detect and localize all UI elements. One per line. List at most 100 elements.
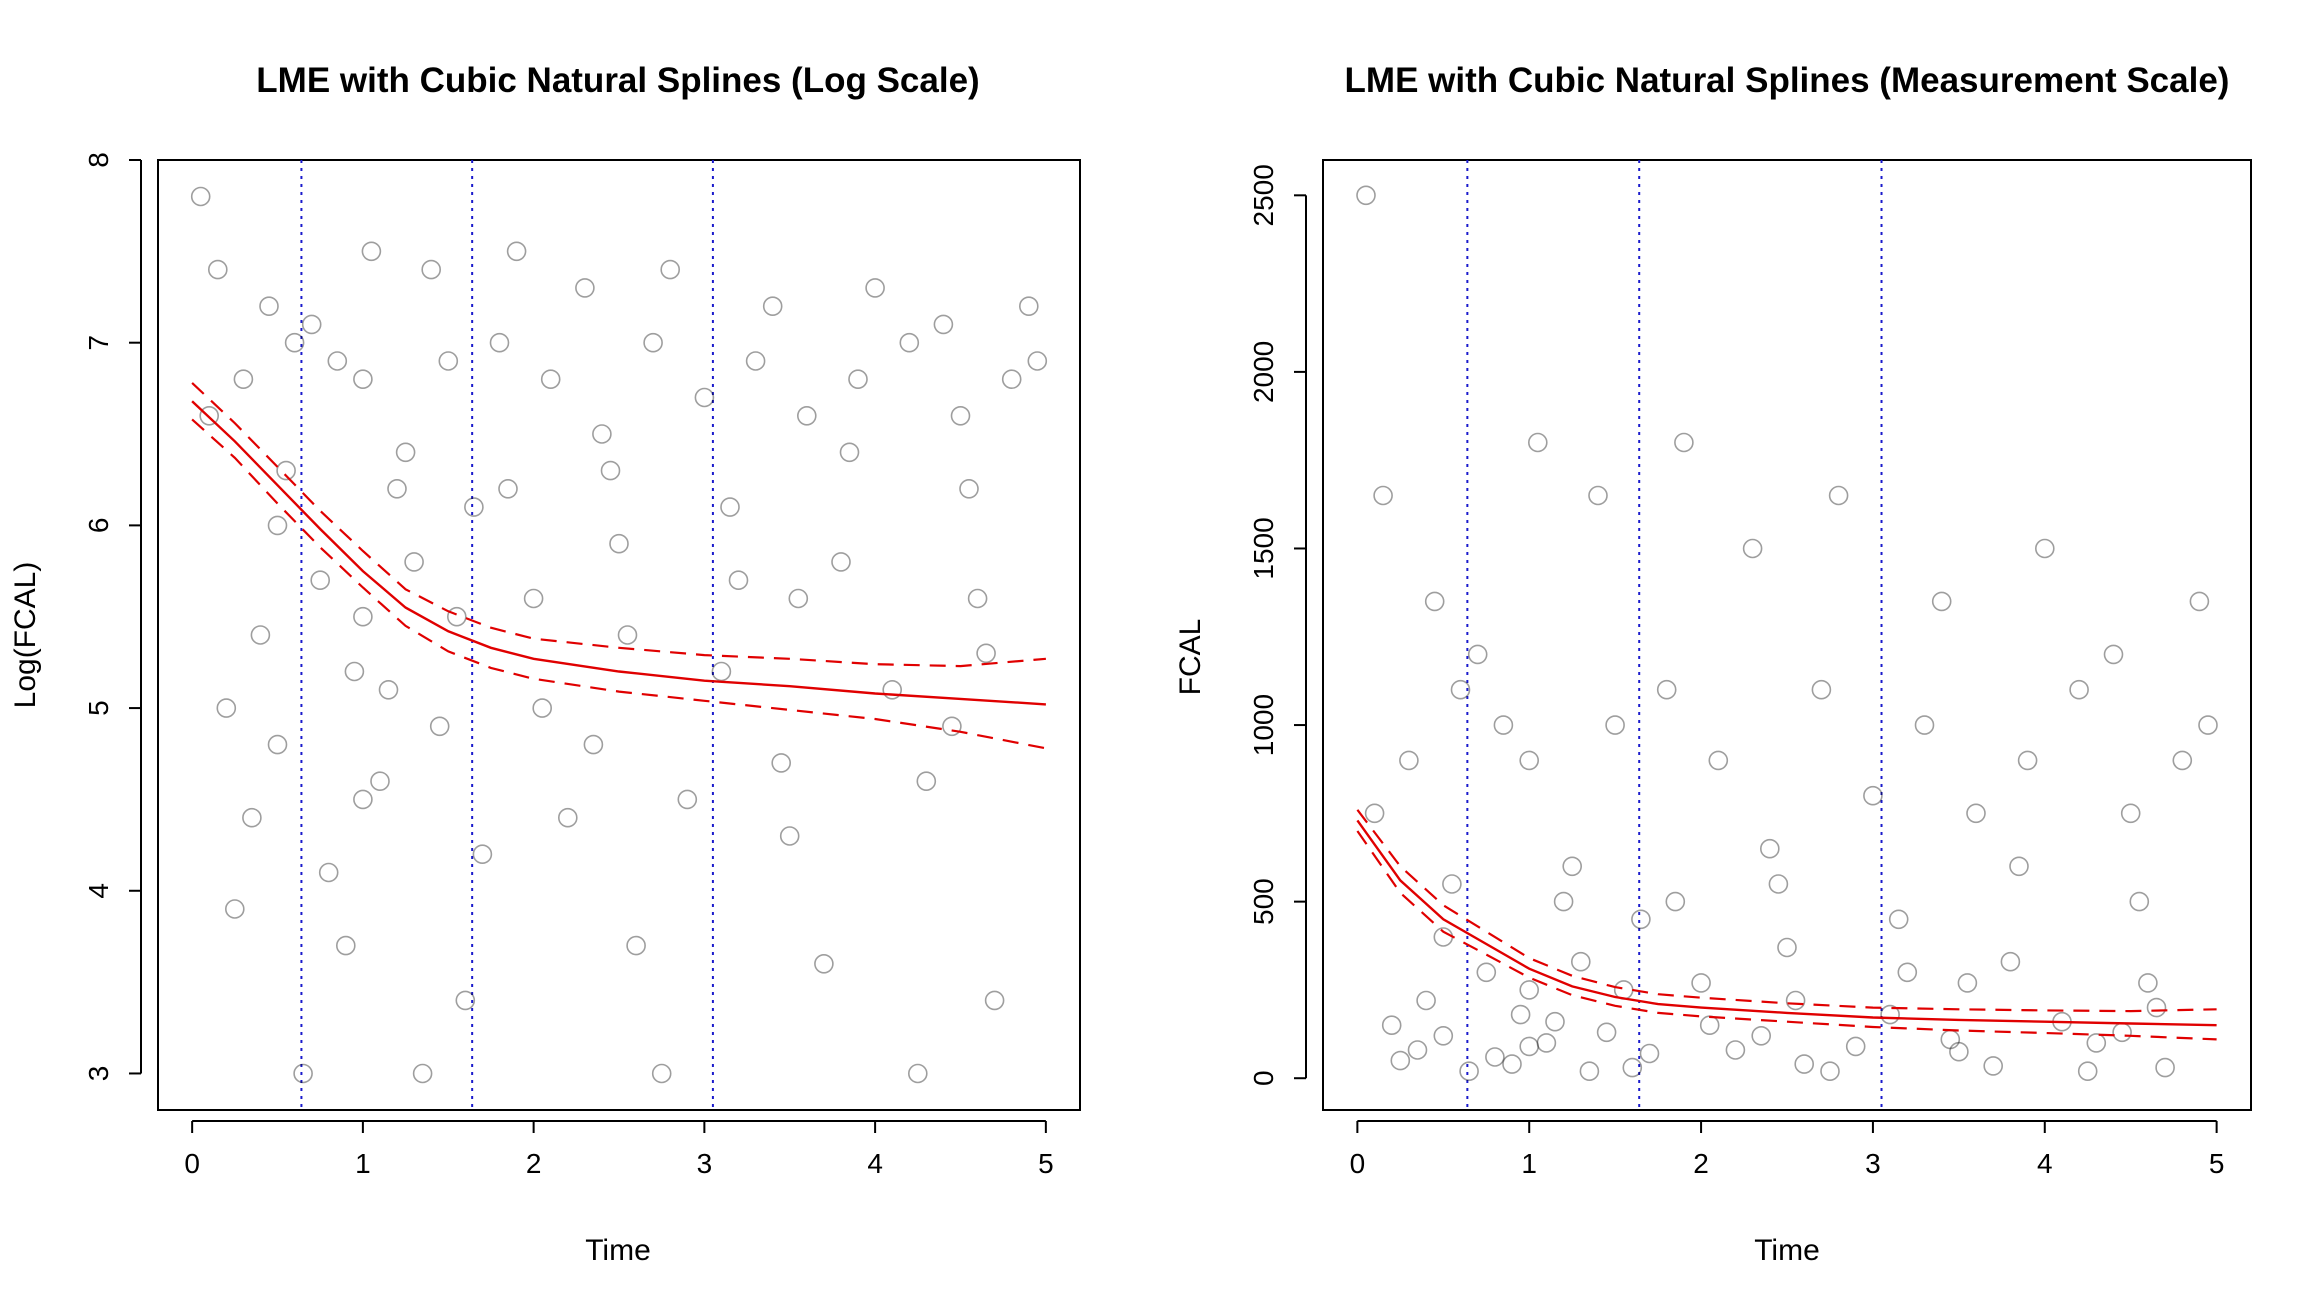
data-point	[1519, 980, 1539, 1000]
scatter-points	[1356, 185, 2218, 1081]
data-point	[1828, 485, 1849, 506]
fit-lines	[1356, 809, 2217, 1041]
data-point	[1019, 296, 1039, 317]
chart-title: LME with Cubic Natural Splines (Log Scal…	[256, 61, 979, 100]
data-point	[788, 588, 809, 609]
data-point	[1639, 1043, 1660, 1064]
data-point	[1399, 750, 1419, 771]
data-point	[831, 552, 851, 572]
data-point	[429, 716, 450, 737]
data-point	[1502, 1054, 1522, 1074]
data-point	[353, 606, 373, 627]
data-point	[1940, 1029, 1961, 1050]
data-point	[2103, 644, 2124, 665]
lower-confidence-band	[1356, 830, 2217, 1041]
x-tick-label: 1	[355, 1148, 371, 1179]
data-point	[976, 643, 996, 664]
x-tick-label: 2	[1693, 1148, 1709, 1179]
data-point	[1785, 990, 1806, 1011]
data-point	[839, 442, 860, 463]
chart-title: LME with Cubic Natural Splines (Measurem…	[1345, 61, 2230, 100]
data-point	[617, 625, 638, 645]
data-point	[242, 807, 262, 828]
data-point	[1811, 679, 1832, 700]
data-point	[984, 990, 1005, 1011]
data-point	[1373, 485, 1393, 506]
data-point	[2198, 715, 2218, 735]
y-tick-label: 2000	[1248, 341, 1279, 403]
data-point	[1390, 1050, 1411, 1071]
y-tick-label: 500	[1248, 878, 1279, 925]
left-chart-panel: LME with Cubic Natural Splines (Log Scal…	[9, 61, 1081, 1267]
y-axis: 0 500 1000 1500 2000 2500	[1248, 164, 1307, 1086]
x-tick-label: 4	[2037, 1148, 2053, 1179]
data-point	[1407, 1040, 1428, 1060]
fitted-spline-line	[1356, 819, 2217, 1027]
data-point	[2112, 1022, 2132, 1043]
data-point	[677, 789, 698, 810]
x-tick-label: 1	[1521, 1148, 1537, 1179]
data-point	[814, 953, 834, 974]
data-point	[276, 460, 296, 481]
y-tick-label: 5	[83, 700, 114, 716]
data-point	[387, 478, 407, 499]
data-point	[1863, 785, 1883, 806]
data-point	[2017, 750, 2038, 771]
data-point	[1579, 1061, 1600, 1081]
lower-confidence-band	[191, 418, 1047, 750]
data-point	[626, 935, 646, 956]
data-point	[489, 332, 510, 353]
data-point	[1356, 185, 1376, 206]
data-point	[1562, 856, 1582, 877]
data-point	[267, 515, 288, 536]
upper-confidence-band	[1356, 809, 2217, 1013]
data-point	[1742, 538, 1763, 559]
data-point	[2000, 951, 2021, 972]
data-point	[1725, 1040, 1746, 1060]
data-point	[1450, 679, 1471, 700]
data-point	[2035, 538, 2055, 559]
data-point	[1665, 891, 1686, 912]
data-point	[1966, 803, 1986, 824]
data-point	[361, 241, 382, 262]
data-point	[1459, 1061, 1479, 1081]
data-point	[2009, 856, 2029, 877]
data-point	[660, 259, 681, 280]
data-point	[1536, 1033, 1557, 1053]
data-point	[762, 296, 783, 317]
data-point	[1794, 1054, 1814, 1074]
data-point	[208, 259, 228, 280]
y-tick-label: 1000	[1248, 694, 1279, 756]
data-point	[1571, 951, 1591, 972]
data-point	[907, 1063, 928, 1084]
y-tick-label: 7	[83, 335, 114, 351]
right-chart-panel: LME with Cubic Natural Splines (Measurem…	[1174, 61, 2252, 1267]
data-point	[942, 716, 962, 737]
data-point	[301, 314, 322, 335]
data-point	[1519, 750, 1539, 771]
fit-lines	[191, 382, 1047, 750]
data-point	[959, 478, 979, 499]
data-point	[643, 332, 663, 353]
data-point	[1467, 644, 1488, 665]
y-tick-label: 0	[1248, 1070, 1279, 1086]
data-point	[2077, 1061, 2098, 1081]
data-point	[651, 1063, 672, 1084]
data-point	[1622, 1057, 1643, 1078]
y-tick-label: 4	[83, 883, 114, 899]
y-axis-label: Log(FCAL)	[9, 562, 42, 709]
data-point	[2086, 1033, 2107, 1053]
data-point	[1381, 1015, 1402, 1035]
data-point	[1699, 1015, 1720, 1035]
data-point	[950, 405, 971, 426]
scatter-points	[190, 186, 1048, 1084]
data-point	[404, 552, 424, 572]
y-tick-label: 6	[83, 518, 114, 534]
data-point	[284, 332, 305, 353]
data-point	[1545, 1011, 1565, 1032]
data-point	[1751, 1026, 1771, 1046]
data-point	[1820, 1061, 1840, 1081]
data-point	[498, 478, 518, 499]
data-point	[967, 588, 988, 609]
